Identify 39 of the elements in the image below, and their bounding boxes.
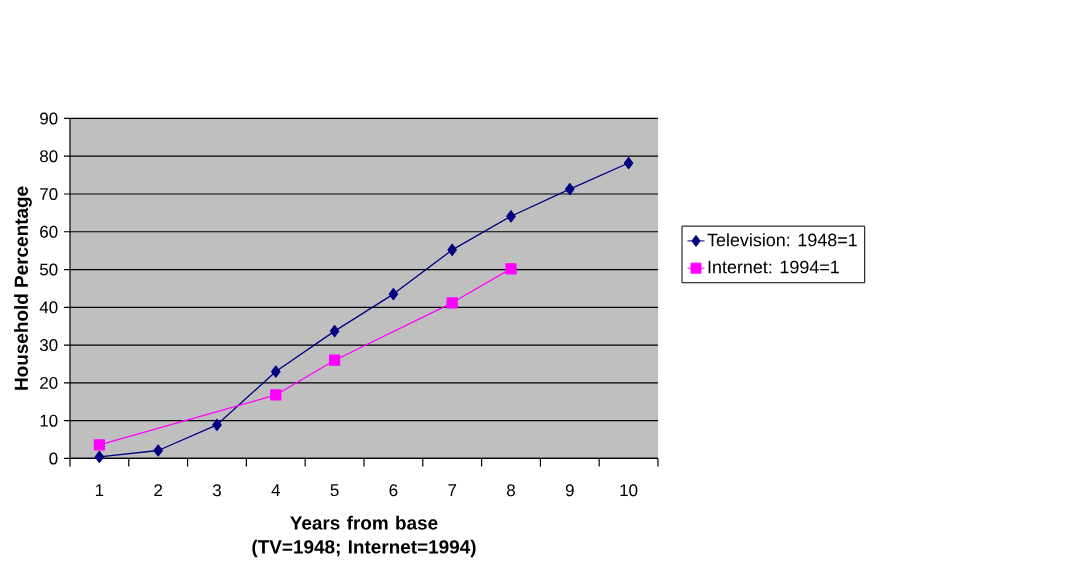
point [212,418,222,431]
point [447,243,457,257]
x-tick-label: 6 [389,484,398,497]
x-axis-title: Years from base (TV=1948; Internet=1994) [252,515,476,558]
point [623,156,634,170]
legend-label: Internet: 1994=1 [708,260,839,274]
x-tick-label: 4 [271,484,280,496]
legend-label: Television: 1948=1 [707,233,857,247]
point [565,182,575,196]
x-tick-label: 7 [448,484,457,496]
x-tick-label: 9 [565,484,574,497]
point [270,389,282,401]
x-tick-label: 10 [620,484,638,497]
y-axis-title: Household Percentage [14,186,32,390]
x-tick-label: 3 [212,484,221,497]
point [94,450,105,464]
x-tick-label: 5 [330,484,339,497]
y-tick-label: 80 [40,150,58,163]
x-tick-label: 2 [154,484,163,497]
y-tick-label: 50 [39,263,58,276]
point [329,325,340,338]
y-tick-label: 40 [39,301,58,314]
point [328,354,341,366]
y-tick-label: 60 [40,225,58,238]
x-tick-label: 8 [507,484,515,497]
y-tick-label: 90 [40,112,58,125]
point [506,210,516,223]
point [93,439,106,451]
x-tick-label: 1 [95,484,104,496]
y-tick-label: 0 [49,452,58,465]
y-tick-label: 10 [40,414,58,427]
y-tick-label: 70 [40,188,58,201]
y-tick-label: 20 [40,376,58,389]
point [388,287,399,301]
point [271,365,281,378]
point [446,297,458,309]
point [153,444,163,457]
point [505,263,517,275]
y-tick-label: 30 [39,339,58,352]
